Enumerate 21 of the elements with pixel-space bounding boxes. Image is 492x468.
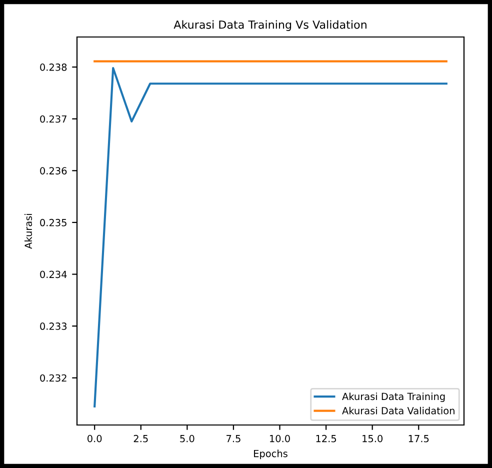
x-tick-label: 10.0 [270,434,290,442]
y-axis-title: Akurasi [24,214,32,249]
x-tick-label: 2.5 [134,434,148,442]
line-series [94,67,448,408]
y-tick-label: 0.238 [40,64,67,71]
y-tick-label: 0.237 [40,115,66,123]
x-tick-label: 5.0 [180,434,194,442]
y-tick-label: 0.233 [40,322,66,330]
y-tick-label: 0.232 [40,374,66,382]
x-tick-label: 7.5 [226,435,240,442]
y-tick-label: 0.234 [40,270,67,278]
x-tick-label: 12.5 [316,434,336,442]
chart-title: Akurasi Data Training Vs Validation [174,20,366,31]
y-tick-label: 0.235 [40,218,66,226]
x-tick-label: 0.0 [88,434,102,442]
legend-label: Akurasi Data Validation [342,406,454,414]
legend-label: Akurasi Data Training [342,392,445,402]
x-tick-label: 15.0 [362,434,383,442]
x-tick-label: 17.5 [408,435,429,442]
y-tick-label: 0.236 [40,167,67,174]
x-axis-title: Epochs [254,450,288,460]
